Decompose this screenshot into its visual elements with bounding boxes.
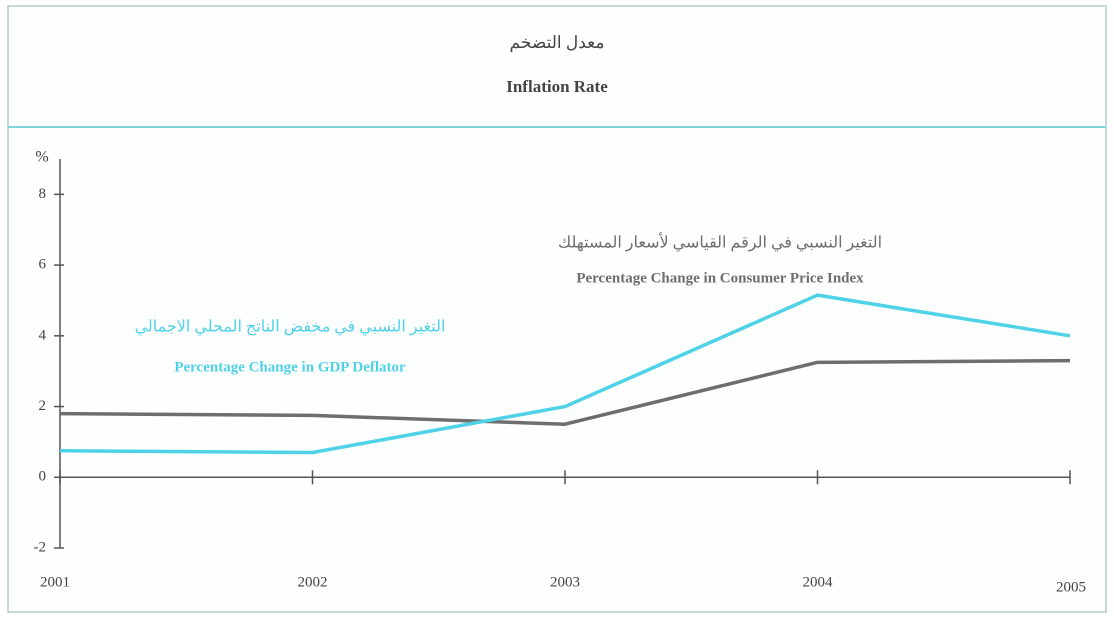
series-line (59, 293, 1071, 455)
y-tick-label: -2 (34, 539, 47, 555)
series-label-ar: التغير النسبي في الرقم القياسي لأسعار ال… (558, 233, 882, 252)
y-tick-label: 6 (39, 257, 47, 273)
y-tick-label: 0 (39, 469, 47, 485)
series-label: Percentage Change in GDP Deflator (174, 359, 406, 375)
frame (7, 5, 1107, 613)
series-label-ar: التغير النسبي في مخفض الناتج المحلي الاج… (135, 319, 446, 336)
chart-title: Inflation Rate (506, 77, 608, 96)
x-tick-label: 2004 (803, 574, 834, 590)
series-label: Percentage Change in Consumer Price Inde… (576, 270, 864, 286)
y-tick-label: 4 (39, 327, 47, 343)
y-axis-label: % (35, 149, 48, 166)
series-line (59, 358, 1071, 426)
x-tick-label: 2003 (550, 574, 580, 590)
x-tick-label: 2002 (298, 574, 328, 590)
x-tick-label: 2005 (1056, 579, 1086, 595)
chart-title-ar: معدل التضخم (510, 33, 605, 53)
y-tick-label: 8 (39, 186, 47, 202)
y-tick-label: 2 (39, 398, 47, 414)
x-tick-label: 2001 (40, 574, 70, 590)
